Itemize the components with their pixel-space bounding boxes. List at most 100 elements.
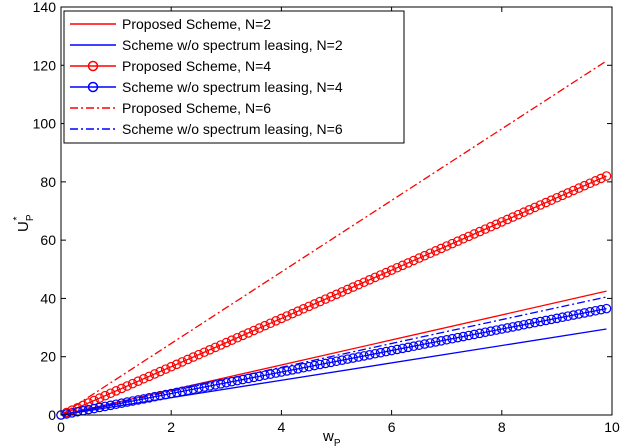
series-4-marker xyxy=(138,394,149,404)
series-3-marker xyxy=(601,171,612,181)
series-3-marker xyxy=(204,345,215,355)
series-3-marker xyxy=(105,388,116,399)
x-axis-label: wP xyxy=(322,428,341,448)
series-4-marker xyxy=(149,391,160,402)
series-3-marker xyxy=(557,190,568,201)
series-3-marker xyxy=(502,214,513,225)
series-4-marker xyxy=(309,360,320,371)
series-3-marker xyxy=(546,195,557,205)
series-3-marker xyxy=(144,371,154,382)
series-3-marker xyxy=(155,366,165,377)
y-tick-label: 100 xyxy=(33,116,57,132)
series-3-marker xyxy=(436,243,446,254)
series-4-marker xyxy=(287,365,298,375)
series-3-marker xyxy=(309,299,320,309)
series-4-marker xyxy=(441,334,452,345)
series-4-marker xyxy=(238,374,248,385)
series-3-marker xyxy=(221,337,232,348)
series-4-marker xyxy=(227,376,237,387)
series-4-marker xyxy=(474,328,485,339)
series-3-marker xyxy=(238,330,248,341)
series-3-marker xyxy=(430,246,441,256)
legend-label-1: Proposed Scheme, N=2 xyxy=(122,16,271,32)
series-4-marker xyxy=(386,345,397,356)
series-3-marker xyxy=(182,354,193,365)
series-4-marker xyxy=(480,327,491,338)
series-4-marker xyxy=(563,311,573,321)
series-4-marker xyxy=(364,350,375,360)
y-tick-label: 0 xyxy=(48,407,56,423)
series-4-marker xyxy=(414,340,424,350)
y-axis-label: UP* xyxy=(12,214,36,232)
series-3-marker xyxy=(166,361,176,372)
series-3-marker xyxy=(199,347,210,358)
x-tick-label: 0 xyxy=(57,419,65,435)
series-3-marker xyxy=(381,267,391,278)
legend-marker-3 xyxy=(87,60,99,72)
series-4-marker xyxy=(353,352,364,362)
series-4-marker xyxy=(403,342,413,353)
legend-label-2: Scheme w/o spectrum leasing, N=2 xyxy=(122,37,343,53)
series-3-marker xyxy=(188,352,199,362)
series-3-marker xyxy=(243,328,254,338)
series-3-marker xyxy=(133,376,143,387)
series-3-marker xyxy=(287,308,298,319)
legend-label-5: Proposed Scheme, N=6 xyxy=(122,100,271,116)
series-3-marker xyxy=(210,342,221,353)
series-4-marker xyxy=(452,332,463,343)
series-3-marker xyxy=(524,205,535,215)
plot-frame xyxy=(60,6,613,416)
series-3-marker xyxy=(364,275,375,285)
series-line-6 xyxy=(60,296,607,416)
series-4-marker xyxy=(596,304,606,315)
series-4-marker xyxy=(568,310,579,320)
series-3-marker xyxy=(122,381,132,391)
series-3-marker xyxy=(579,180,590,191)
series-4-marker xyxy=(144,393,154,403)
series-4-marker xyxy=(116,398,127,408)
series-3-marker xyxy=(100,390,110,401)
series-4-marker xyxy=(160,389,171,400)
series-4-marker xyxy=(199,382,210,392)
series-3-marker xyxy=(265,318,276,329)
series-3-marker xyxy=(353,279,364,290)
series-3-marker xyxy=(414,253,424,263)
legend-box xyxy=(63,10,405,144)
series-3-marker xyxy=(138,373,149,384)
series-3-marker xyxy=(111,386,121,396)
series-4-marker xyxy=(496,324,507,334)
series-4-marker xyxy=(298,362,309,373)
series-line-3 xyxy=(60,175,607,416)
series-3-marker xyxy=(116,383,127,394)
series-4-marker xyxy=(348,353,358,363)
series-4-marker xyxy=(320,358,331,369)
series-3-marker xyxy=(304,301,314,312)
series-4-marker xyxy=(293,363,303,374)
series-3-marker xyxy=(568,185,579,196)
legend-label-3: Proposed Scheme, N=4 xyxy=(122,58,271,74)
series-3-marker xyxy=(370,272,380,283)
series-4-marker xyxy=(370,348,380,359)
series-4-marker xyxy=(397,343,408,354)
series-4-marker xyxy=(419,339,430,349)
series-3-marker xyxy=(298,303,309,314)
series-4-marker xyxy=(331,356,342,367)
series-3-marker xyxy=(149,369,160,379)
series-3-marker xyxy=(326,291,336,302)
series-4-marker xyxy=(552,313,562,324)
x-tick-label: 6 xyxy=(388,419,396,435)
series-3-marker xyxy=(293,306,303,317)
series-3-marker xyxy=(574,183,584,193)
series-3-marker xyxy=(513,209,524,220)
series-3-marker xyxy=(485,221,496,232)
series-4-marker xyxy=(601,303,612,314)
series-3-marker xyxy=(452,236,463,247)
series-3-marker xyxy=(337,287,347,297)
series-3-marker xyxy=(127,378,138,389)
series-3-marker xyxy=(282,311,292,321)
series-3-marker xyxy=(519,207,529,218)
series-3-marker xyxy=(160,364,171,374)
series-3-marker xyxy=(359,277,369,288)
series-4-marker xyxy=(221,377,232,388)
